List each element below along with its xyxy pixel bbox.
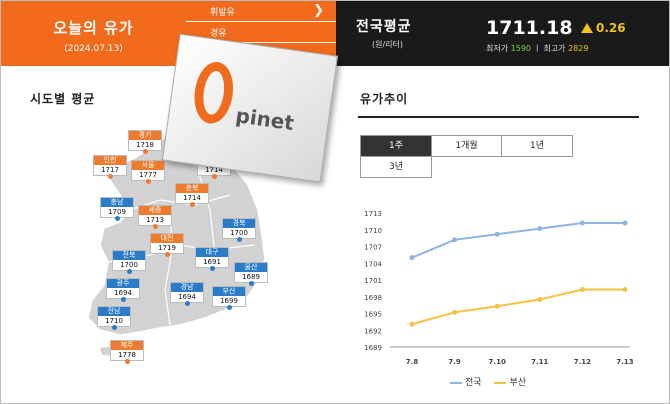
region-label-daejeon[interactable]: 대전 1719 bbox=[150, 233, 184, 257]
logo-o-mark bbox=[190, 59, 237, 127]
legend-swatch bbox=[450, 381, 462, 384]
menu-item-label: 경유 bbox=[210, 29, 227, 39]
tab-3-years[interactable]: 3년 bbox=[360, 156, 432, 178]
x-tick-label: 7.13 bbox=[616, 358, 633, 366]
max-label: 최고가 bbox=[543, 44, 566, 53]
y-tick-label: 1701 bbox=[364, 277, 382, 285]
price-trend-chart: 1713 1710 1707 1704 1701 1698 1695 1692 1689 7.8 7… bbox=[364, 210, 634, 366]
min-value: 1590 bbox=[510, 44, 531, 53]
tab-1-week[interactable]: 1주 bbox=[360, 135, 432, 157]
trend-divider bbox=[358, 116, 639, 118]
y-tick-label: 1707 bbox=[364, 244, 382, 252]
x-tick-label: 7.11 bbox=[531, 358, 548, 366]
region-label-chungbuk[interactable]: 충북 1714 bbox=[175, 183, 209, 207]
region-average-heading: 시도별 평균 bbox=[30, 92, 96, 106]
chevron-right-icon: ❯ bbox=[313, 3, 324, 18]
national-change: 0.26 bbox=[596, 21, 626, 35]
region-label-ulsan[interactable]: 울산 1689 bbox=[234, 262, 268, 286]
triangle-up-icon bbox=[581, 23, 593, 33]
series-line-1 bbox=[411, 288, 625, 326]
top-bar: 오늘의 유가 (2024.07.13) 휘발유 ❯ 경유 전국평균 (원/리터)… bbox=[1, 1, 669, 66]
data-point bbox=[622, 220, 628, 226]
legend-swatch bbox=[494, 381, 507, 384]
y-tick-label: 1710 bbox=[364, 227, 382, 235]
y-tick-label: 1698 bbox=[364, 294, 382, 302]
data-point bbox=[494, 303, 500, 309]
national-unit: (원/리터) bbox=[372, 40, 404, 49]
region-label-incheon[interactable]: 인천 1717 bbox=[93, 155, 127, 179]
today-price-title: 오늘의 유가 bbox=[53, 19, 134, 37]
menu-item-gasoline[interactable]: 휘발유 ❯ bbox=[186, 1, 336, 22]
region-label-gyeonggi[interactable]: 경기 1718 bbox=[128, 130, 162, 154]
min-max-prices: 최저가 1590 ㅣ 최고가 2829 bbox=[486, 43, 588, 54]
region-border-4 bbox=[194, 159, 216, 256]
price-trend-heading: 유가추이 bbox=[360, 92, 409, 106]
data-point bbox=[409, 255, 415, 261]
separator: ㅣ bbox=[533, 44, 544, 53]
max-value: 2829 bbox=[568, 44, 589, 53]
data-point bbox=[537, 297, 543, 303]
opinet-logo[interactable]: pinet bbox=[161, 33, 339, 183]
region-label-sejong[interactable]: 세종 1713 bbox=[138, 205, 172, 229]
series-line-0 bbox=[411, 222, 625, 259]
region-label-chungnam[interactable]: 충남 1709 bbox=[100, 197, 134, 221]
data-point bbox=[452, 237, 458, 243]
x-tick-label: 7.12 bbox=[574, 358, 591, 366]
region-label-gyeongnam[interactable]: 경남 1694 bbox=[170, 282, 204, 306]
national-price: 1711.18 bbox=[486, 17, 573, 39]
y-tick-label: 1689 bbox=[364, 344, 382, 352]
region-label-seoul[interactable]: 서울 1777 bbox=[131, 160, 165, 184]
legend-item-national: 전국 bbox=[450, 375, 482, 388]
region-label-jeju[interactable]: 제주 1778 bbox=[110, 340, 144, 364]
x-tick-label: 7.10 bbox=[489, 358, 506, 366]
menu-item-label: 휘발유 bbox=[210, 8, 235, 18]
region-label-jeonnam[interactable]: 전남 1710 bbox=[97, 306, 131, 330]
national-title: 전국평균 bbox=[356, 19, 412, 35]
y-tick-label: 1713 bbox=[364, 210, 382, 218]
legend-item-busan: 부산 bbox=[494, 375, 526, 388]
data-point bbox=[579, 220, 585, 226]
data-point bbox=[452, 309, 458, 315]
logo-text: pinet bbox=[234, 103, 296, 136]
data-point bbox=[409, 321, 415, 327]
region-border-3 bbox=[164, 204, 173, 326]
region-label-jeonbuk[interactable]: 전북 1700 bbox=[112, 250, 146, 274]
region-label-busan[interactable]: 부산 1699 bbox=[212, 286, 246, 310]
region-label-gwangju[interactable]: 광주 1694 bbox=[106, 278, 140, 302]
y-tick-label: 1692 bbox=[364, 327, 382, 335]
today-price-panel: 오늘의 유가 (2024.07.13) bbox=[1, 1, 186, 66]
tab-1-year[interactable]: 1년 bbox=[501, 135, 573, 157]
menu-item-diesel[interactable]: 경유 bbox=[186, 22, 336, 43]
data-point bbox=[537, 226, 543, 232]
national-average-panel: 전국평균 (원/리터) 1711.18 0.26 최저가 1590 ㅣ 최고가 … bbox=[336, 1, 669, 66]
chart-legend: 전국 부산 bbox=[450, 375, 536, 388]
region-label-gyeongbuk[interactable]: 경북 1700 bbox=[222, 218, 256, 242]
y-tick-label: 1695 bbox=[364, 311, 382, 319]
data-point bbox=[579, 286, 585, 292]
x-tick-label: 7.9 bbox=[448, 358, 461, 366]
tab-1-month[interactable]: 1개월 bbox=[431, 135, 502, 157]
x-tick-label: 7.8 bbox=[406, 358, 419, 366]
region-label-daegu[interactable]: 대구 1691 bbox=[195, 247, 229, 271]
data-point bbox=[494, 231, 500, 237]
today-price-date: (2024.07.13) bbox=[64, 44, 123, 54]
data-point bbox=[622, 286, 628, 292]
min-label: 최저가 bbox=[486, 44, 509, 53]
y-tick-label: 1704 bbox=[364, 260, 382, 268]
